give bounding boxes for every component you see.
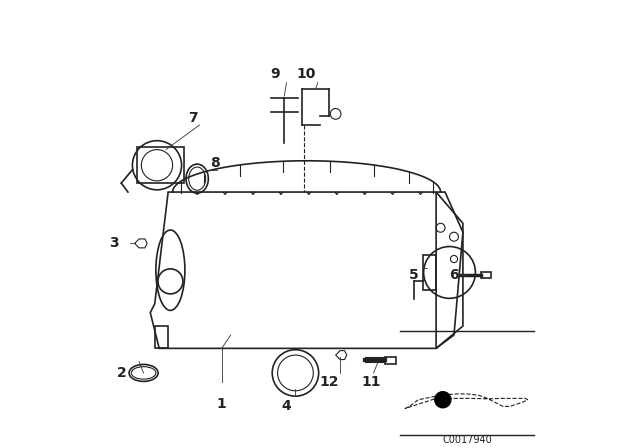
FancyBboxPatch shape xyxy=(385,358,396,364)
Text: 9: 9 xyxy=(271,67,280,81)
Text: 1: 1 xyxy=(217,397,227,411)
Text: 2: 2 xyxy=(116,366,126,380)
Text: 10: 10 xyxy=(297,67,316,81)
Text: 11: 11 xyxy=(362,375,381,389)
Circle shape xyxy=(435,392,451,408)
Text: 3: 3 xyxy=(109,237,118,250)
Text: 5: 5 xyxy=(409,267,419,282)
Text: 8: 8 xyxy=(210,156,220,170)
Text: C0017940: C0017940 xyxy=(442,435,492,445)
Text: 4: 4 xyxy=(282,400,291,414)
Text: 7: 7 xyxy=(188,112,198,125)
Text: 6: 6 xyxy=(449,267,459,282)
Text: 12: 12 xyxy=(319,375,339,389)
FancyBboxPatch shape xyxy=(481,271,491,278)
